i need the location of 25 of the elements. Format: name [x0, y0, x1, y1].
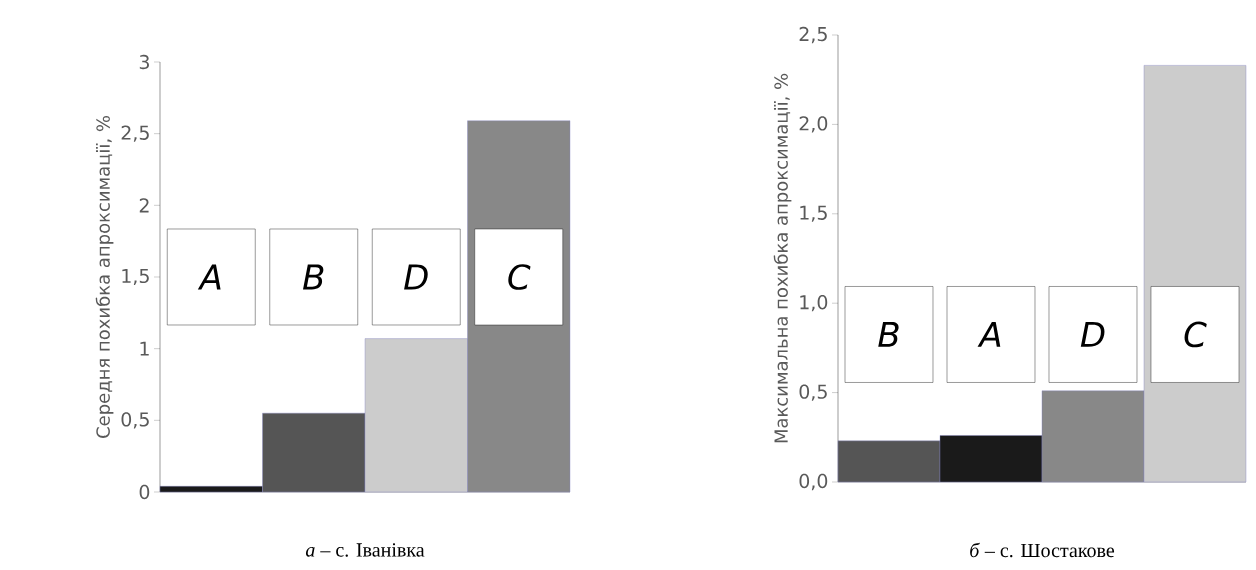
- y-tick-label: 0,5: [121, 412, 149, 429]
- x-tick-label: C: [1184, 321, 1207, 348]
- x-tick-label: A: [977, 322, 1001, 347]
- text: б – с. Шостакове: [970, 542, 1115, 558]
- y-axis-title: Максимальна похибка апроксимації, %: [773, 73, 792, 443]
- y-tick-label: 0,5: [799, 384, 827, 401]
- x-tick-label: B: [878, 322, 899, 347]
- x-tick-label: D: [404, 264, 428, 290]
- x-tick-label: C: [508, 264, 531, 290]
- x-tick-label: D: [1080, 322, 1105, 347]
- y-tick-label: 2,5: [121, 125, 149, 142]
- y-tick-label: 1,5: [122, 268, 149, 286]
- y-tick-label: 3: [139, 54, 149, 70]
- y-tick-label: 2,0: [799, 116, 828, 133]
- y-tick-label: 2,5: [799, 26, 827, 44]
- y-tick-label: 0: [139, 484, 150, 500]
- y-axis-title: Середня похибка апроксимації, %: [95, 116, 114, 438]
- y-tick-label: 0,0: [799, 473, 828, 491]
- x-tick-label: A: [197, 264, 221, 290]
- y-tick-label: 1,0: [800, 295, 828, 312]
- y-tick-label: 1: [140, 341, 149, 356]
- text: а – с. Іванівка: [305, 543, 425, 557]
- x-tick-label: B: [303, 264, 324, 290]
- y-tick-label: 2: [139, 198, 149, 213]
- y-tick-label: 1,5: [800, 205, 827, 222]
